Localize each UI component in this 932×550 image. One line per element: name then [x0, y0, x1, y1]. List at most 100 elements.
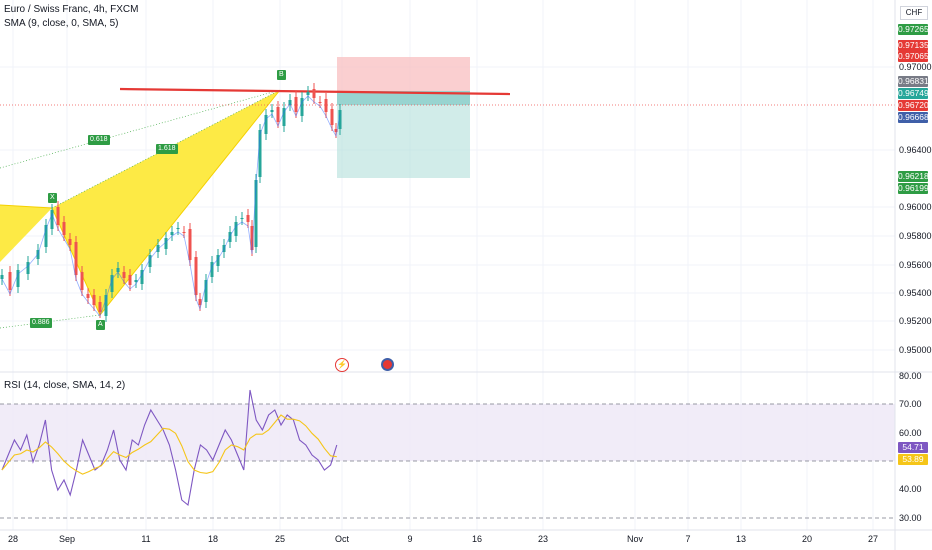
- candle-body: [86, 294, 90, 298]
- candles: [0, 83, 342, 322]
- rsi-axis-label: 70.00: [899, 399, 922, 409]
- pattern-ratio-1: 0.886: [30, 318, 52, 328]
- candle-body: [338, 110, 342, 129]
- sma-legend[interactable]: SMA (9, close, 0, SMA, 5): [4, 18, 119, 29]
- time-axis-label: 13: [735, 534, 747, 544]
- time-axis-label: 25: [274, 534, 286, 544]
- candle-body: [140, 270, 144, 284]
- price-tag: 0.97135: [898, 40, 929, 51]
- candle-body: [8, 272, 12, 290]
- rsi-axis-label: 80.00: [899, 371, 922, 381]
- candle-body: [74, 242, 78, 275]
- candle-body: [134, 280, 138, 282]
- time-axis-label: 9: [407, 534, 413, 544]
- price-axis-label: 0.95400: [899, 288, 932, 298]
- candle-body: [228, 232, 232, 242]
- time-axis-label: 11: [141, 534, 151, 544]
- candle-body: [56, 207, 60, 225]
- candle-body: [116, 268, 120, 272]
- candle-body: [318, 102, 322, 103]
- pattern-dotted-3: [51, 89, 281, 209]
- price-tag: 0.96720: [898, 100, 929, 111]
- pattern-leg-2: [52, 90, 280, 315]
- candle-body: [104, 295, 108, 316]
- earnings-event-icon[interactable]: [381, 358, 394, 371]
- candle-body: [62, 222, 66, 235]
- price-axis-label: 0.96400: [899, 145, 932, 155]
- time-axis-label: 16: [471, 534, 483, 544]
- candle-body: [0, 275, 4, 279]
- candle-body: [50, 210, 54, 229]
- candle-body: [44, 225, 48, 247]
- candle-body: [250, 226, 254, 250]
- price-tag: 0.96218: [898, 171, 929, 182]
- rsi-ma-line: [1, 414, 337, 475]
- candle-body: [270, 110, 274, 112]
- dividend-event-icon[interactable]: ⚡: [335, 358, 349, 372]
- chart-title: Euro / Swiss Franc, 4h, FXCM: [4, 4, 139, 15]
- candle-body: [188, 229, 192, 260]
- time-axis-label: Oct: [334, 534, 350, 544]
- harmonic-pattern: [0, 89, 281, 329]
- time-axis-label: Sep: [58, 534, 76, 544]
- pattern-point-a: A: [96, 320, 105, 330]
- candle-body: [110, 275, 114, 292]
- candle-body: [254, 180, 258, 247]
- rsi-legend[interactable]: RSI (14, close, SMA, 14, 2): [4, 380, 126, 391]
- rsi-axis-label: 30.00: [899, 513, 922, 523]
- price-tag: 0.96668: [898, 112, 929, 123]
- time-axis-label: 20: [801, 534, 813, 544]
- pattern-dotted-1: [0, 89, 281, 169]
- sma-line: [1, 95, 341, 317]
- price-axis-label: 0.95200: [899, 316, 932, 326]
- price-tag: 0.96749: [898, 88, 929, 99]
- candle-body: [80, 272, 84, 290]
- pattern-point-x: X: [48, 193, 57, 203]
- price-axis-label: 0.96000: [899, 202, 932, 212]
- price-axis-label: 0.95000: [899, 345, 932, 355]
- position-tool: [337, 57, 470, 178]
- candle-body: [210, 262, 214, 277]
- candle-body: [282, 108, 286, 126]
- candle-body: [246, 215, 250, 222]
- pattern-leg-1: [0, 205, 52, 262]
- pattern-dotted-2: [0, 314, 101, 329]
- candle-body: [312, 89, 316, 98]
- price-tag: 0.96831: [898, 76, 929, 87]
- candle-body: [148, 255, 152, 267]
- candle-body: [122, 272, 126, 278]
- time-axis-label: 27: [867, 534, 879, 544]
- pattern-ratio-3: 1.618: [156, 144, 178, 154]
- candle-body: [330, 109, 334, 125]
- candle-body: [300, 98, 304, 116]
- price-axis-label: 0.95600: [899, 260, 932, 270]
- candle-body: [128, 275, 132, 285]
- candle-body: [264, 115, 268, 134]
- price-tag: 0.97065: [898, 51, 929, 62]
- candle-body: [182, 232, 186, 233]
- candle-body: [306, 92, 310, 95]
- time-axis-label: Nov: [626, 534, 644, 544]
- candle-body: [92, 295, 96, 305]
- entry-zone: [337, 91, 470, 105]
- candle-body: [194, 257, 198, 295]
- candle-body: [276, 107, 280, 122]
- price-tag: 0.96199: [898, 183, 929, 194]
- rsi-band: [0, 404, 895, 461]
- time-axis-label: 23: [537, 534, 549, 544]
- rsi-tag: 54.71: [898, 442, 928, 453]
- candle-body: [170, 232, 174, 235]
- candle-body: [294, 97, 298, 112]
- rsi-ma-tag: 53.89: [898, 454, 928, 465]
- candle-body: [68, 239, 72, 245]
- candle-body: [234, 222, 238, 236]
- candle-body: [334, 129, 338, 132]
- pattern-ratio-2: 0.618: [88, 135, 110, 145]
- candle-body: [240, 218, 244, 219]
- price-axis-label: 0.95800: [899, 231, 932, 241]
- time-axis-label: 28: [7, 534, 19, 544]
- currency-button[interactable]: CHF: [900, 6, 928, 20]
- time-axis-label: 18: [207, 534, 219, 544]
- candle-body: [204, 280, 208, 302]
